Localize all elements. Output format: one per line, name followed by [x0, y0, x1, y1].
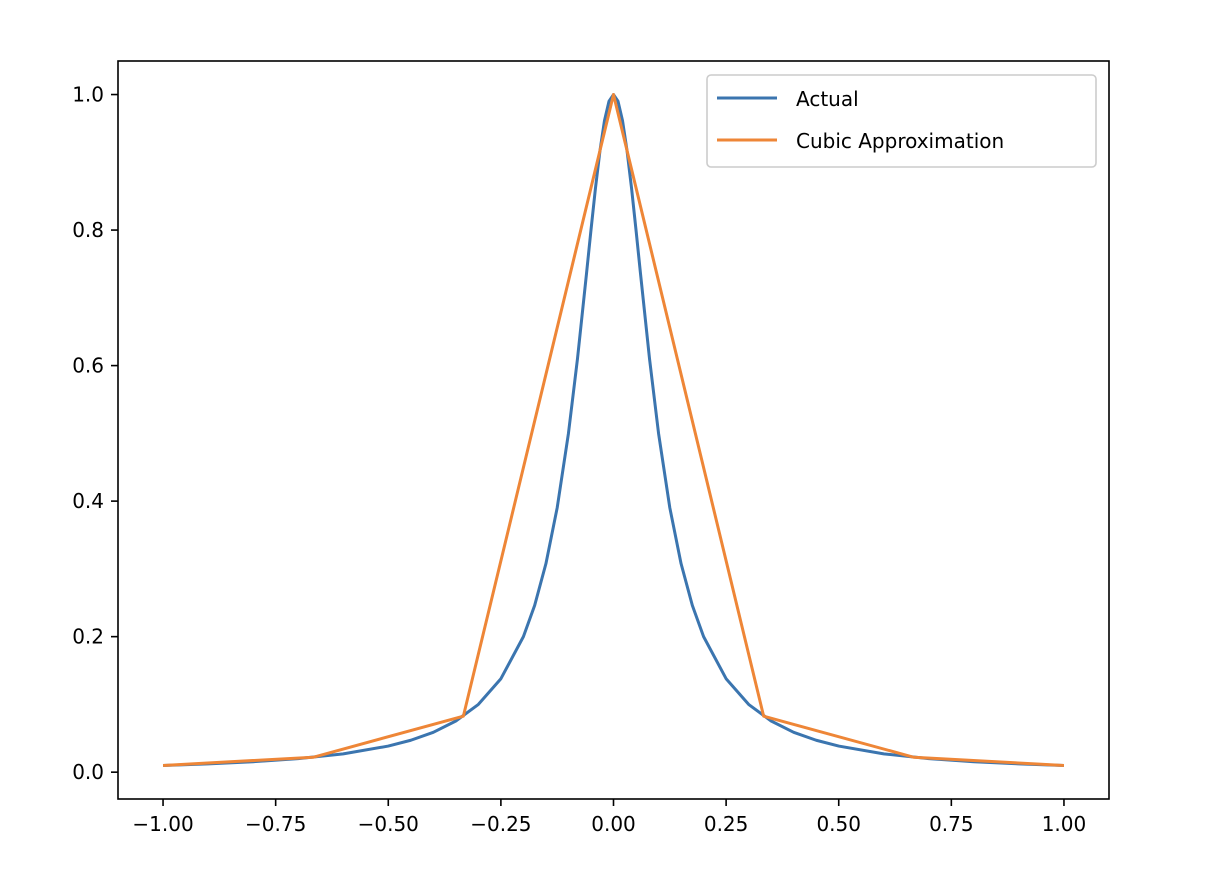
y-axis: 0.0 0.2 0.4 0.6 0.8 1.0	[72, 83, 118, 784]
x-axis: −1.00 −0.75 −0.50 −0.25 0.00 0.25 0.50 0.75 1.00	[132, 799, 1086, 836]
series-layer	[162, 93, 1065, 767]
plot-frame	[117, 60, 1110, 800]
x-tick-label: 0.50	[816, 812, 861, 836]
legend-box	[706, 74, 1097, 168]
y-tick-label: 0.4	[72, 489, 104, 513]
x-tick-label: −0.50	[358, 812, 419, 836]
y-tick-label: 0.6	[72, 354, 104, 378]
legend-label-actual: Actual	[796, 87, 859, 111]
x-tick-label: 1.00	[1042, 812, 1087, 836]
x-tick-label: −1.00	[132, 812, 193, 836]
y-tick-label: 0.8	[72, 218, 104, 242]
x-tick-label: 0.00	[591, 812, 636, 836]
x-tick-label: 0.25	[704, 812, 749, 836]
legend-label-cubic-approximation: Cubic Approximation	[796, 129, 1004, 153]
legend: Actual Cubic Approximation	[706, 74, 1097, 168]
x-tick-label: −0.25	[470, 812, 531, 836]
series-line-cubic-approximation	[162, 93, 1065, 767]
series-line-actual	[162, 93, 1065, 767]
y-tick-label: 1.0	[72, 83, 104, 107]
y-tick-label: 0.0	[72, 760, 104, 784]
x-tick-label: 0.75	[929, 812, 974, 836]
y-tick-label: 0.2	[72, 625, 104, 649]
x-tick-label: −0.75	[245, 812, 306, 836]
